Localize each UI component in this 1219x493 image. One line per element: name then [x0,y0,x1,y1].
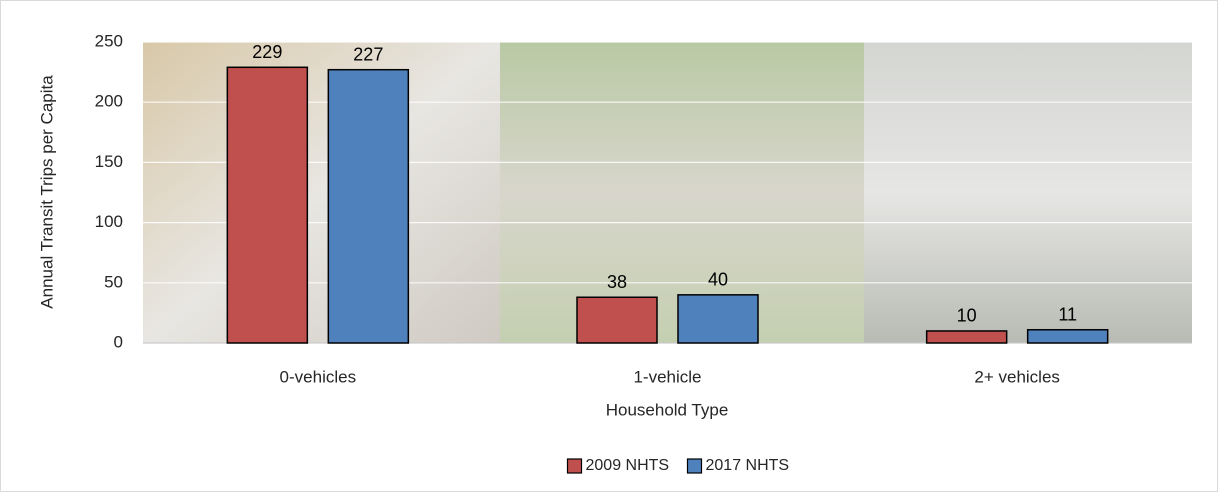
y-tick-label: 250 [95,31,123,50]
bar [1028,330,1108,343]
data-label: 11 [1058,305,1077,325]
y-axis-title: Annual Transit Trips per Capita [37,75,56,309]
y-tick-label: 150 [95,152,123,171]
chart: Annual Transit Trips per Capita Househol… [0,0,1219,493]
bar [927,331,1007,343]
data-label: 227 [353,44,383,64]
data-label: 38 [607,272,627,292]
legend-swatch [568,459,582,473]
y-tick-label: 100 [95,212,123,231]
y-tick-label: 50 [104,272,123,291]
x-axis-title: Household Type [606,400,729,419]
legend-label: 2009 NHTS [586,457,670,474]
bar [577,297,657,343]
x-tick-label: 1-vehicle [633,367,701,386]
bar [678,295,758,343]
legend-swatch [688,459,702,473]
bar [227,67,307,343]
y-tick-label: 0 [114,332,123,351]
legend-label: 2017 NHTS [706,457,790,474]
x-tick-label: 2+ vehicles [974,367,1060,386]
photo-panel [864,42,1192,343]
photo-panel [143,42,500,343]
bar [328,70,408,343]
data-label: 40 [708,270,728,290]
data-label: 10 [957,306,977,326]
data-label: 229 [252,42,282,62]
y-tick-label: 200 [95,92,123,111]
x-tick-label: 0-vehicles [280,367,357,386]
